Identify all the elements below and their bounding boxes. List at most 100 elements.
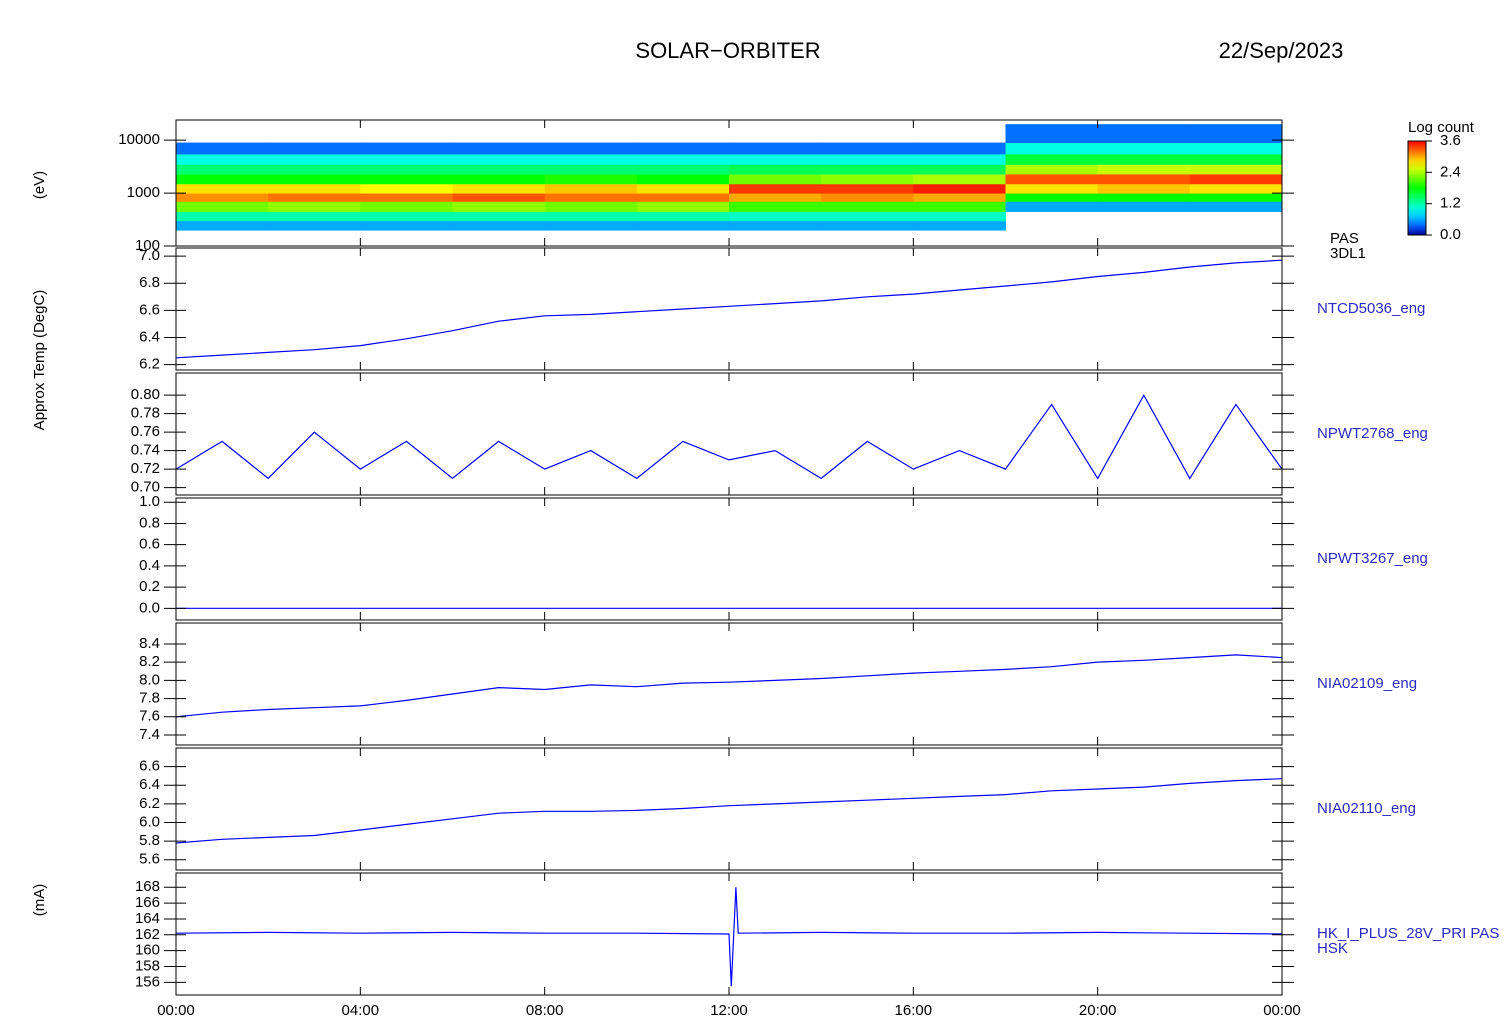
heatmap-cell [268,183,361,194]
colorbar [1407,140,1427,236]
data-line [175,654,1283,718]
heatmap-cell [268,220,361,231]
y-tick-label: 0.78 [131,405,160,422]
heatmap-cell [821,220,914,231]
colorbar-tick-label: 0.0 [1440,226,1461,243]
heatmap-cell [821,201,914,212]
y-tick-label: 0.2 [139,578,160,595]
heatmap-cell [544,201,638,212]
heatmap-cell [1189,153,1283,165]
heatmap-cell [913,142,1006,155]
heatmap-cell [452,142,546,155]
heatmap-cell [1097,201,1191,212]
y-tick-label: 5.6 [139,851,160,868]
y-tick-label: 6.6 [139,758,160,775]
y-tick-label: 8.0 [139,671,160,688]
right-label: HSK [1317,940,1348,957]
y-tick-label: 7.8 [139,690,160,707]
heatmap-cell [176,183,269,194]
heatmap-cell [1097,142,1191,155]
heatmap-cell [913,193,1006,202]
heatmap-cell [1005,142,1099,155]
heatmap-cell [268,193,361,202]
heatmap-cell [176,193,269,202]
heatmap-cell [176,164,269,175]
y-axis-label: Approx Temp (DegC) [31,290,48,431]
colorbar-tick-label: 2.4 [1440,163,1461,180]
heatmap-cell [452,211,546,222]
heatmap-cell [544,173,638,185]
heatmap-cell [1097,124,1191,144]
heatmap-cell [1005,153,1099,165]
y-tick-label: 0.8 [139,514,160,531]
y-tick-label: 6.0 [139,813,160,830]
heatmap-cell [268,211,361,222]
heatmap-cell [268,164,361,175]
heatmap-cell [360,220,453,231]
y-tick-label: 8.4 [139,635,160,652]
heatmap-cell [1189,124,1283,144]
y-tick-label: 0.76 [131,423,160,440]
heatmap-cell [176,201,269,212]
y-tick-label: 1000 [127,184,160,201]
y-tick-label: 168 [135,878,160,895]
heatmap-cell [268,142,361,155]
heatmap-cell [821,173,914,185]
right-label: NIA02110_eng [1317,800,1416,817]
heatmap-cell [821,211,914,222]
heatmap-cell [176,211,269,222]
y-tick-label: 164 [135,910,160,927]
heatmap-cell [544,153,638,165]
x-tick-label: 20:00 [1079,1002,1117,1019]
heatmap-cell [1097,183,1191,194]
x-tick-label: 12:00 [710,1002,748,1019]
right-label: NPWT3267_eng [1317,550,1428,567]
y-tick-label: 6.4 [139,328,160,345]
y-tick-label: 0.80 [131,386,160,403]
y-tick-label: 158 [135,957,160,974]
y-tick-label: 0.74 [131,442,160,459]
heatmap-cell [544,164,638,175]
y-tick-label: 156 [135,973,160,990]
heatmap-cell [452,220,546,231]
heatmap-cell [360,211,453,222]
y-tick-label: 5.8 [139,832,160,849]
heatmap-cell [452,193,546,202]
heatmap-cell [176,173,269,185]
y-tick-label: 0.6 [139,536,160,553]
heatmap-cell [821,142,914,155]
heatmap-cell [360,164,453,175]
heatmap-cell [729,193,822,202]
y-tick-label: 6.8 [139,274,160,291]
heatmap-cell [913,220,1006,231]
heatmap-cell [636,193,730,202]
right-label: NPWT2768_eng [1317,425,1428,442]
heatmap-cell [729,211,822,222]
y-tick-label: 0.72 [131,460,160,477]
heatmap-cell [1097,153,1191,165]
heatmap-cell [268,153,361,165]
x-tick-label: 04:00 [342,1002,380,1019]
heatmap-cell [268,173,361,185]
y-tick-label: 1.0 [139,493,160,510]
y-tick-label: 10000 [118,131,160,148]
heatmap-cell [1097,164,1191,175]
y-tick-label: 100 [135,237,160,254]
y-tick-label: 7.4 [139,726,160,743]
heatmap-cell [1189,142,1283,155]
heatmap-cell [176,142,269,155]
heatmap-cell [360,142,453,155]
heatmap-cell [1189,173,1283,185]
heatmap-cell [1189,201,1283,212]
heatmap-cell [452,201,546,212]
right-label: PAS [1330,230,1359,247]
data-line [175,393,1283,480]
x-tick-label: 16:00 [895,1002,933,1019]
y-axis-label: (mA) [31,884,48,917]
y-tick-label: 160 [135,942,160,959]
heatmap-cell [821,164,914,175]
y-tick-label: 162 [135,926,160,943]
y-axis-label: (eV) [31,171,48,199]
heatmap-cell [636,153,730,165]
heatmap-cell [452,183,546,194]
